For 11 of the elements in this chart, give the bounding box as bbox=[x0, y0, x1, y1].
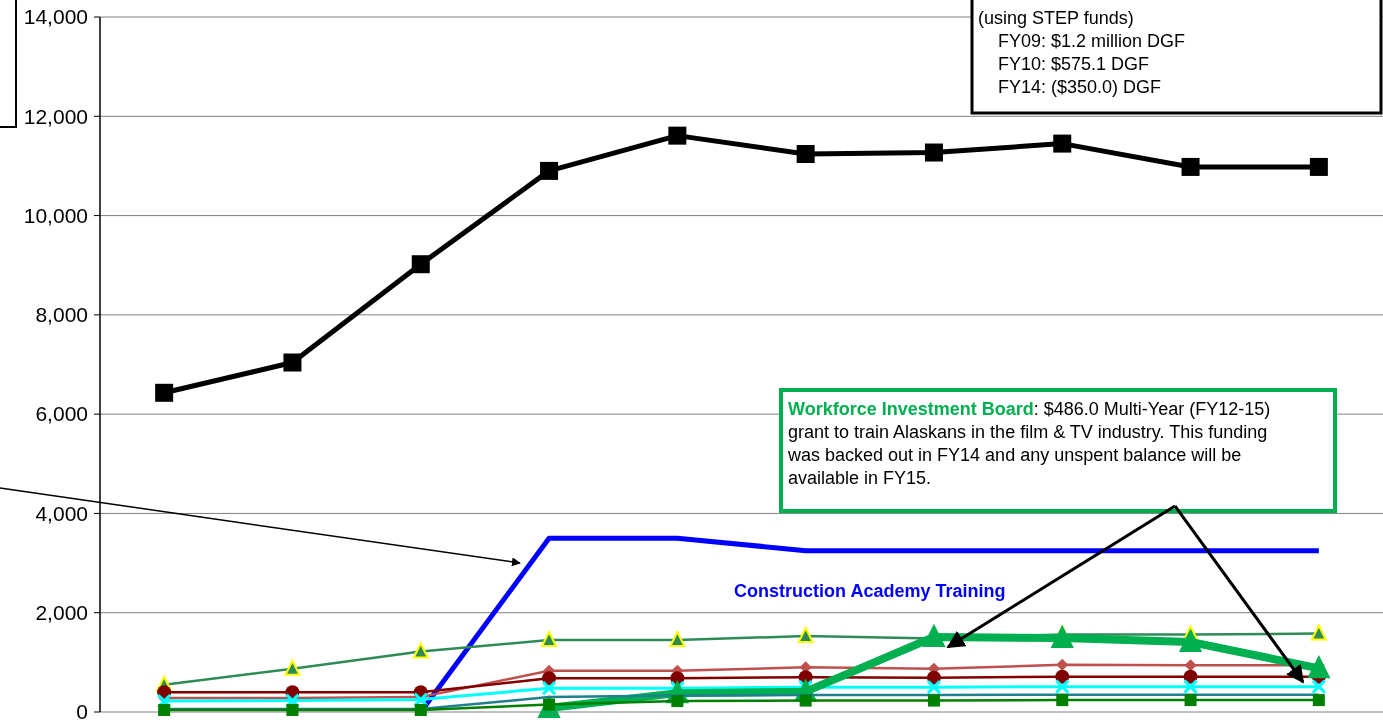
y-tick-label: 4,000 bbox=[35, 501, 88, 525]
y-tick-label: 12,000 bbox=[23, 104, 88, 128]
y-tick-label: 8,000 bbox=[35, 303, 88, 327]
y-tick-label: 10,000 bbox=[23, 203, 88, 227]
y-tick-label: 14,000 bbox=[23, 5, 88, 29]
annotation: (using STEP funds) FY09: $1.2 million DGF FY10: $575.1 DGF FY14: ($350.0) DGF bbox=[978, 8, 1186, 97]
series-label: Construction Academy Training bbox=[734, 580, 1006, 601]
y-tick-label: 6,000 bbox=[35, 402, 88, 426]
annotation: Workforce Investment Board: $486.0 Multi-Year (FY12-15) grant to train Alaskans in the film & TV industry. This funding was backed out in FY14 and any unspent balance will be available in FY15. bbox=[787, 399, 1271, 488]
y-tick-label: 2,000 bbox=[35, 601, 88, 625]
y-tick-label: 0 bbox=[76, 700, 88, 724]
